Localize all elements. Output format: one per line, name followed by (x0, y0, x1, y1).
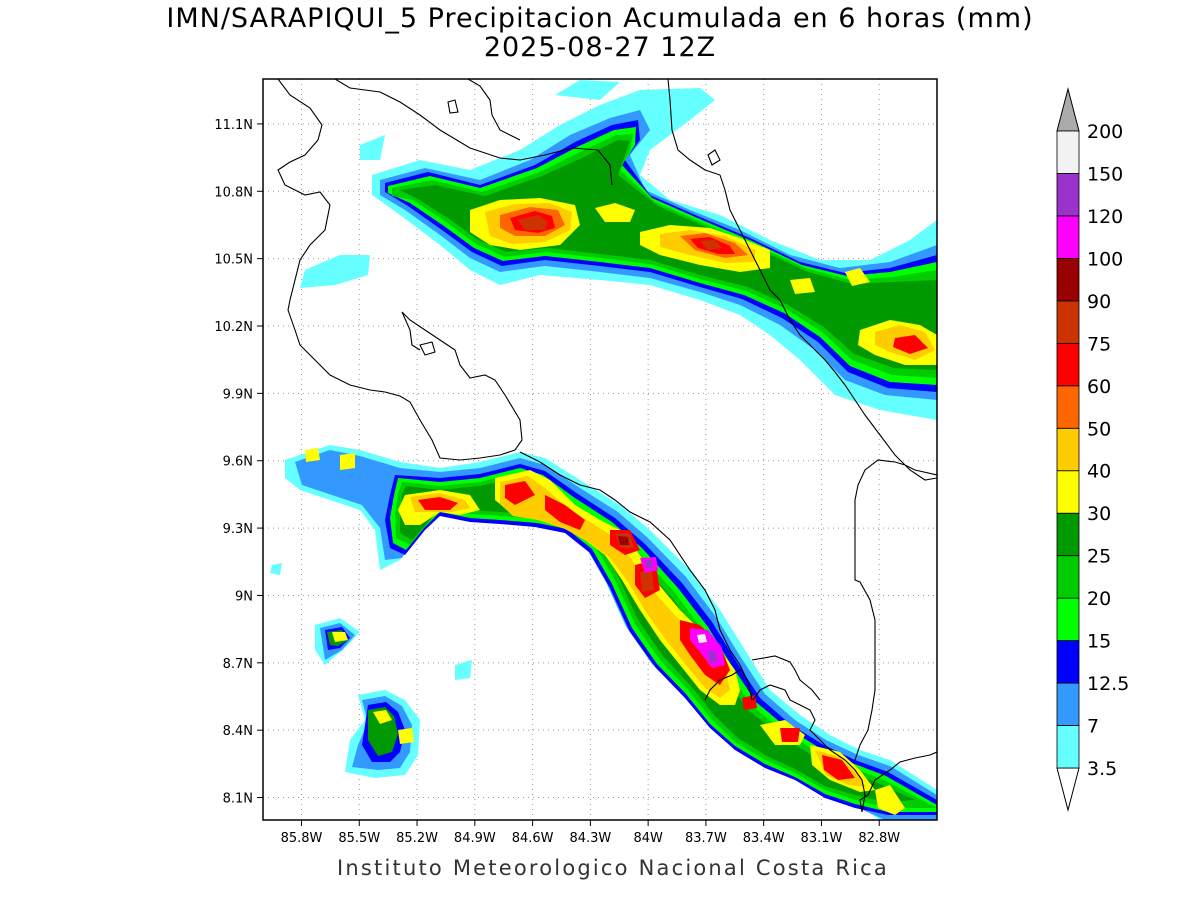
x-tick-label: 83.1W (801, 831, 843, 846)
colorbar-swatch (1056, 597, 1080, 642)
colorbar-swatch (1056, 300, 1080, 344)
colorbar-top-arrow (1056, 87, 1080, 132)
colorbar-bottom-arrow (1056, 767, 1080, 812)
y-tick-label: 8.4N (223, 724, 253, 739)
coastlines (277, 79, 937, 813)
colorbar-swatch (1056, 682, 1080, 726)
x-tick-label: 83.7W (685, 831, 727, 846)
colorbar-label: 90 (1087, 291, 1111, 313)
map-title: IMN/SARAPIQUI_5 Precipitacion Acumulada … (166, 3, 1034, 34)
y-tick-label: 8.1N (223, 792, 253, 807)
x-tick-label: 85.8W (281, 831, 323, 846)
colorbar-swatch (1056, 215, 1080, 259)
y-tick-label: 9.9N (223, 387, 253, 402)
colorbar-label: 25 (1087, 546, 1111, 568)
x-tick-label: 83.4W (743, 831, 785, 846)
x-axis: 85.8W 85.5W 85.2W 84.9W 84.6W 84.3W 84W 83.7W 83… (281, 820, 900, 846)
colorbar-swatch (1056, 173, 1080, 217)
y-tick-label: 10.2N (214, 320, 253, 335)
colorbar-label: 30 (1087, 503, 1111, 525)
y-tick-label: 10.8N (214, 185, 253, 200)
colorbar-swatch (1056, 640, 1080, 684)
precip-band-north (300, 80, 937, 420)
colorbar: 3.5 7 12.5 15 20 25 30 40 50 60 75 90 100 120 150 200 (1056, 87, 1129, 812)
y-tick-label: 9.6N (223, 455, 253, 470)
colorbar-label: 12.5 (1087, 673, 1129, 695)
colorbar-swatch (1056, 257, 1080, 302)
plot-frame (262, 78, 938, 821)
x-tick-label: 85.5W (338, 831, 380, 846)
x-tick-label: 82.8W (858, 831, 900, 846)
colorbar-label: 15 (1087, 631, 1111, 653)
colorbar-swatch (1056, 130, 1080, 174)
x-tick-label: 84W (633, 831, 663, 846)
colorbar-label: 100 (1087, 248, 1123, 270)
x-tick-label: 84.6W (512, 831, 554, 846)
colorbar-label: 20 (1087, 588, 1111, 610)
colorbar-label: 120 (1087, 206, 1123, 228)
y-tick-label: 11.1N (214, 118, 253, 133)
y-tick-label: 9N (235, 589, 253, 604)
grid-lines (263, 79, 937, 820)
colorbar-label: 3.5 (1087, 758, 1117, 780)
colorbar-swatch (1056, 555, 1080, 599)
y-tick-label: 8.7N (223, 657, 253, 672)
colorbar-label: 75 (1087, 333, 1111, 355)
colorbar-label: 40 (1087, 461, 1111, 483)
colorbar-swatch (1056, 725, 1080, 769)
x-tick-label: 84.9W (454, 831, 496, 846)
y-axis: 8.1N 8.4N 8.7N 9N 9.3N 9.6N 9.9N 10.2N 10.5N 10.8… (214, 118, 263, 807)
precip-band-south (270, 445, 937, 820)
precip-field (270, 79, 937, 820)
colorbar-label: 150 (1087, 163, 1123, 185)
colorbar-label: 50 (1087, 418, 1111, 440)
colorbar-swatch (1056, 470, 1080, 514)
colorbar-label: 7 (1087, 716, 1099, 738)
colorbar-swatch (1056, 342, 1080, 387)
colorbar-label: 60 (1087, 376, 1111, 398)
colorbar-swatch (1056, 512, 1080, 557)
colorbar-swatch (1056, 385, 1080, 429)
y-tick-label: 9.3N (223, 522, 253, 537)
colorbar-label: 200 (1087, 121, 1123, 143)
x-tick-label: 84.3W (569, 831, 611, 846)
x-tick-label: 85.2W (396, 831, 438, 846)
map-subtitle: 2025-08-27 12Z (483, 32, 717, 63)
y-tick-label: 10.5N (214, 253, 253, 268)
map-footer: Instituto Meteorologico Nacional Costa R… (337, 856, 889, 880)
colorbar-swatch (1056, 427, 1080, 472)
